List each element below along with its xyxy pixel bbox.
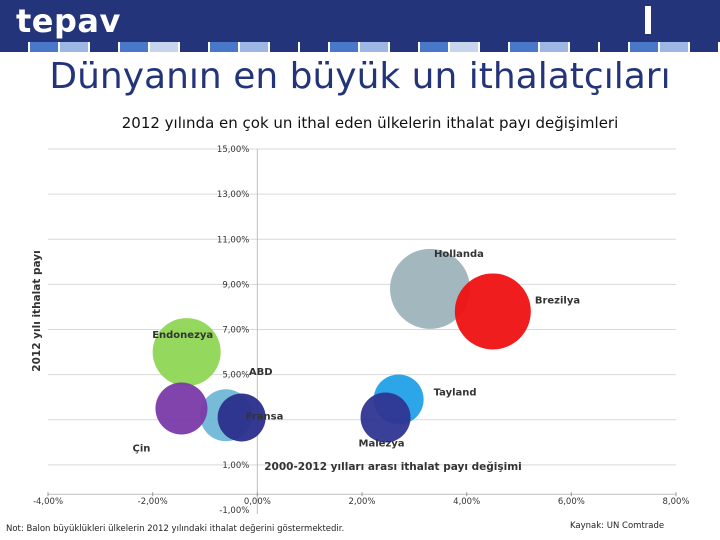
x-tick-label: 6,00% — [558, 497, 585, 507]
stripe-segment — [540, 42, 568, 52]
header-bar: tepav — [0, 0, 720, 42]
stripe-segment — [420, 42, 448, 52]
y-tick-label: 13,00% — [217, 190, 249, 200]
stripe-segment — [450, 42, 478, 52]
bubble-endonezya — [152, 318, 221, 387]
stripe-segment — [660, 42, 688, 52]
data-label: Tayland — [434, 387, 477, 398]
data-label: Çin — [133, 443, 151, 454]
stripe-segment — [120, 42, 148, 52]
x-tick-label: 2,00% — [348, 497, 375, 507]
bubble-brezilya — [454, 273, 531, 350]
stripe-segment — [60, 42, 88, 52]
brand-mark — [645, 6, 651, 34]
source-note: Kaynak: UN Comtrade — [570, 521, 665, 531]
stripe-segment — [30, 42, 58, 52]
stripe-segment — [240, 42, 268, 52]
bubble-fransa — [217, 393, 266, 442]
stripe-segment — [570, 42, 598, 52]
stripe-segment — [510, 42, 538, 52]
stripe-segment — [90, 42, 118, 52]
y-tick-label: 11,00% — [217, 235, 249, 245]
brand-logo: tepav — [16, 2, 121, 40]
x-axis-title: 2000-2012 yılları arası ithalat payı değ… — [264, 461, 522, 473]
data-label: Hollanda — [434, 249, 484, 260]
stripe-segment — [0, 42, 28, 52]
y-tick-label: 9,00% — [222, 280, 249, 290]
stripe-segment — [690, 42, 718, 52]
stripe-segment — [270, 42, 298, 52]
stripe-segment — [480, 42, 508, 52]
decorative-stripe — [0, 42, 720, 52]
stripe-segment — [210, 42, 238, 52]
stripe-segment — [300, 42, 328, 52]
y-tick-label: 5,00% — [222, 371, 249, 381]
data-label: Brezilya — [535, 295, 580, 306]
data-label: Fransa — [246, 411, 284, 422]
bubble-malezya — [360, 392, 411, 443]
y-tick-label: -1,00% — [219, 506, 249, 516]
stripe-segment — [600, 42, 628, 52]
data-label: ABD — [249, 367, 273, 378]
page-title: Dünyanın en büyük un ithalatçıları — [49, 56, 671, 97]
data-label: Endonezya — [152, 330, 213, 341]
y-tick-label: 15,00% — [217, 145, 249, 155]
bubble-çin — [155, 382, 208, 435]
stripe-segment — [360, 42, 388, 52]
stripe-segment — [330, 42, 358, 52]
x-tick-label: -4,00% — [33, 497, 63, 507]
x-tick-label: 0,00% — [244, 497, 271, 507]
stripe-segment — [390, 42, 418, 52]
x-tick-label: -2,00% — [138, 497, 168, 507]
y-tick-label: 1,00% — [222, 461, 249, 471]
data-label: Malezya — [359, 438, 405, 449]
stripe-segment — [630, 42, 658, 52]
y-tick-label: 7,00% — [222, 326, 249, 336]
x-tick-label: 8,00% — [662, 497, 689, 507]
stripe-segment — [150, 42, 178, 52]
y-axis-title: 2012 yılı ithalat payı — [31, 250, 43, 371]
footnote: Not: Balon büyüklükleri ülkelerin 2012 y… — [6, 524, 345, 534]
chart-title: 2012 yılında en çok un ithal eden ülkele… — [121, 114, 619, 132]
x-tick-label: 4,00% — [453, 497, 480, 507]
stripe-segment — [180, 42, 208, 52]
bubble-hollanda — [390, 248, 471, 329]
